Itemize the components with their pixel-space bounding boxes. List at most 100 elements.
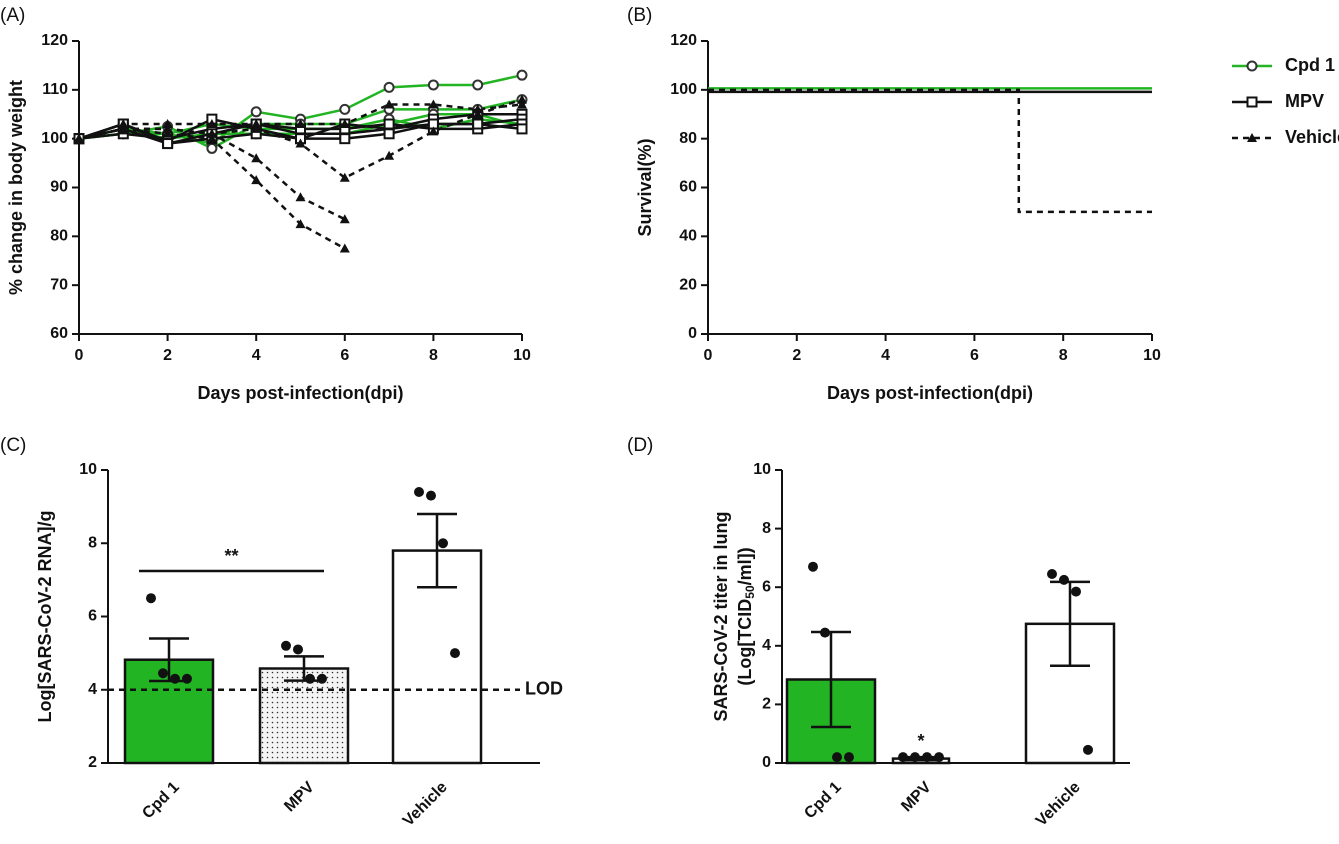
marker — [295, 219, 306, 229]
y-tick-label: 8 — [88, 534, 97, 551]
marker — [472, 109, 483, 119]
marker — [206, 128, 217, 138]
y-axis-label: Survival(%) — [635, 138, 655, 236]
y-tick-label: 120 — [41, 32, 68, 49]
data-point — [934, 752, 944, 763]
marker — [1246, 60, 1258, 72]
x-tick-label: 8 — [1059, 347, 1068, 364]
y-tick-label: 4 — [88, 681, 97, 698]
y-tick-label: 6 — [762, 578, 771, 595]
marker — [383, 81, 395, 93]
lod-label: LOD — [525, 679, 563, 699]
y-tick-label: 40 — [679, 228, 697, 245]
data-point — [146, 593, 156, 604]
x-tick-label: MPV — [898, 779, 935, 816]
y-tick-label: 0 — [688, 325, 697, 342]
data-point — [922, 752, 932, 763]
panel-label: (D) — [627, 435, 653, 456]
data-point — [414, 486, 424, 497]
data-point — [317, 673, 327, 684]
y-tick-label: 2 — [88, 754, 97, 771]
marker — [472, 104, 483, 114]
data-point — [182, 673, 192, 684]
data-point — [426, 490, 436, 501]
y-axis-label: SARS-CoV-2 titer in lung — [711, 511, 731, 721]
y-tick-label: 10 — [79, 461, 97, 478]
marker — [339, 172, 350, 182]
y-tick-label: 70 — [50, 276, 68, 293]
x-tick-label: Vehicle — [1033, 779, 1084, 830]
x-tick-label: Cpd 1 — [139, 779, 183, 823]
marker — [383, 118, 395, 130]
marker — [472, 79, 484, 91]
x-tick-label: 10 — [513, 347, 531, 364]
data-point — [293, 644, 303, 655]
bar — [258, 667, 350, 765]
y-tick-label: 100 — [41, 130, 68, 147]
marker — [339, 214, 350, 224]
error-bar — [417, 512, 457, 589]
marker — [162, 138, 174, 150]
marker — [384, 150, 395, 160]
marker — [206, 133, 217, 143]
y-tick-label: 8 — [762, 520, 771, 537]
marker — [339, 243, 350, 253]
y-tick-label: 2 — [762, 696, 771, 713]
marker — [339, 103, 351, 115]
significance-label: * — [917, 731, 924, 751]
panel-label: (B) — [627, 5, 652, 26]
marker — [1246, 96, 1258, 108]
marker — [428, 99, 439, 109]
significance-label: ** — [224, 546, 238, 566]
x-tick-label: 4 — [252, 347, 261, 364]
marker — [339, 119, 350, 129]
y-tick-label: 110 — [42, 81, 68, 98]
data-point — [910, 752, 920, 763]
marker — [162, 119, 173, 129]
panel-label: (C) — [0, 435, 26, 456]
y-tick-label: 60 — [679, 179, 697, 196]
x-tick-label: 6 — [340, 347, 349, 364]
marker — [295, 192, 306, 202]
data-point — [820, 627, 830, 638]
marker — [251, 153, 262, 163]
marker — [516, 123, 528, 135]
y-axis-label-part: 50 — [743, 585, 757, 599]
marker — [295, 119, 306, 129]
x-tick-label: 8 — [429, 347, 438, 364]
marker — [472, 118, 484, 130]
error-bar — [1050, 580, 1090, 667]
x-tick-label: Vehicle — [400, 779, 451, 830]
x-tick-label: 10 — [1143, 347, 1161, 364]
marker — [118, 119, 129, 129]
marker — [162, 123, 173, 133]
error-bar — [811, 630, 851, 729]
marker — [251, 175, 262, 185]
marker — [516, 69, 528, 81]
error-bar — [284, 655, 324, 682]
y-axis-label-part: /ml]) — [735, 547, 755, 585]
data-point — [898, 752, 908, 763]
y-axis-label: Log[SARS-CoV-2 RNA]/g — [35, 511, 55, 723]
x-tick-label: 4 — [881, 347, 890, 364]
y-tick-label: 4 — [762, 637, 771, 654]
marker — [118, 123, 129, 133]
marker — [206, 142, 218, 154]
y-tick-label: 0 — [762, 754, 771, 771]
marker — [162, 128, 173, 138]
y-tick-label: 10 — [753, 461, 771, 478]
data-point — [305, 673, 315, 684]
marker — [295, 138, 306, 148]
panel-label: (A) — [0, 5, 25, 26]
marker — [74, 133, 84, 143]
x-tick-label: 2 — [792, 347, 801, 364]
x-tick-label: 0 — [75, 347, 84, 364]
legend-label: Cpd 1 — [1285, 55, 1335, 75]
data-point — [158, 668, 168, 679]
x-tick-label: MPV — [281, 779, 318, 816]
y-tick-label: 80 — [679, 130, 697, 147]
data-point — [170, 673, 180, 684]
marker — [339, 133, 351, 145]
marker — [517, 94, 527, 104]
marker — [427, 79, 439, 91]
